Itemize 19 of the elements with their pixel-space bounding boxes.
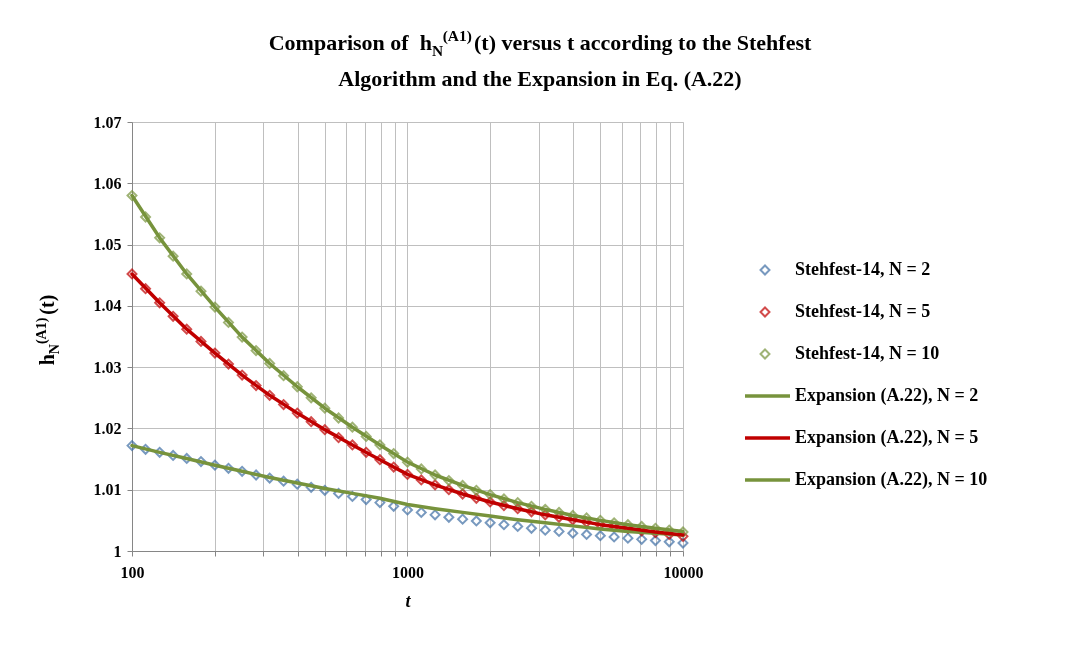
x-axis-title: t <box>405 590 412 611</box>
x-tick-label: 100 <box>120 563 145 581</box>
y-tick-label: 1 <box>113 542 122 560</box>
legend-label: Stehfest-14, N = 10 <box>795 343 940 363</box>
y-tick-label: 1.05 <box>93 236 122 254</box>
y-tick-label: 1.07 <box>93 113 122 131</box>
legend-label: Expansion (A.22), N = 2 <box>795 385 979 406</box>
y-tick-label: 1.06 <box>93 174 122 192</box>
y-tick-label: 1.03 <box>93 358 122 376</box>
x-tick-label: 1000 <box>392 563 424 581</box>
x-tick-label: 10000 <box>663 563 704 581</box>
legend-label: Stehfest-14, N = 5 <box>795 301 931 321</box>
legend-label: Expansion (A.22), N = 10 <box>795 469 988 490</box>
legend-label: Stehfest-14, N = 2 <box>795 259 931 279</box>
y-axis-title: hN(A1)(t) <box>34 294 62 366</box>
y-tick-label: 1.02 <box>93 419 122 437</box>
y-tick-label: 1.01 <box>93 481 122 499</box>
legend-label: Expansion (A.22), N = 5 <box>795 427 979 448</box>
y-tick-label: 1.04 <box>93 297 122 315</box>
